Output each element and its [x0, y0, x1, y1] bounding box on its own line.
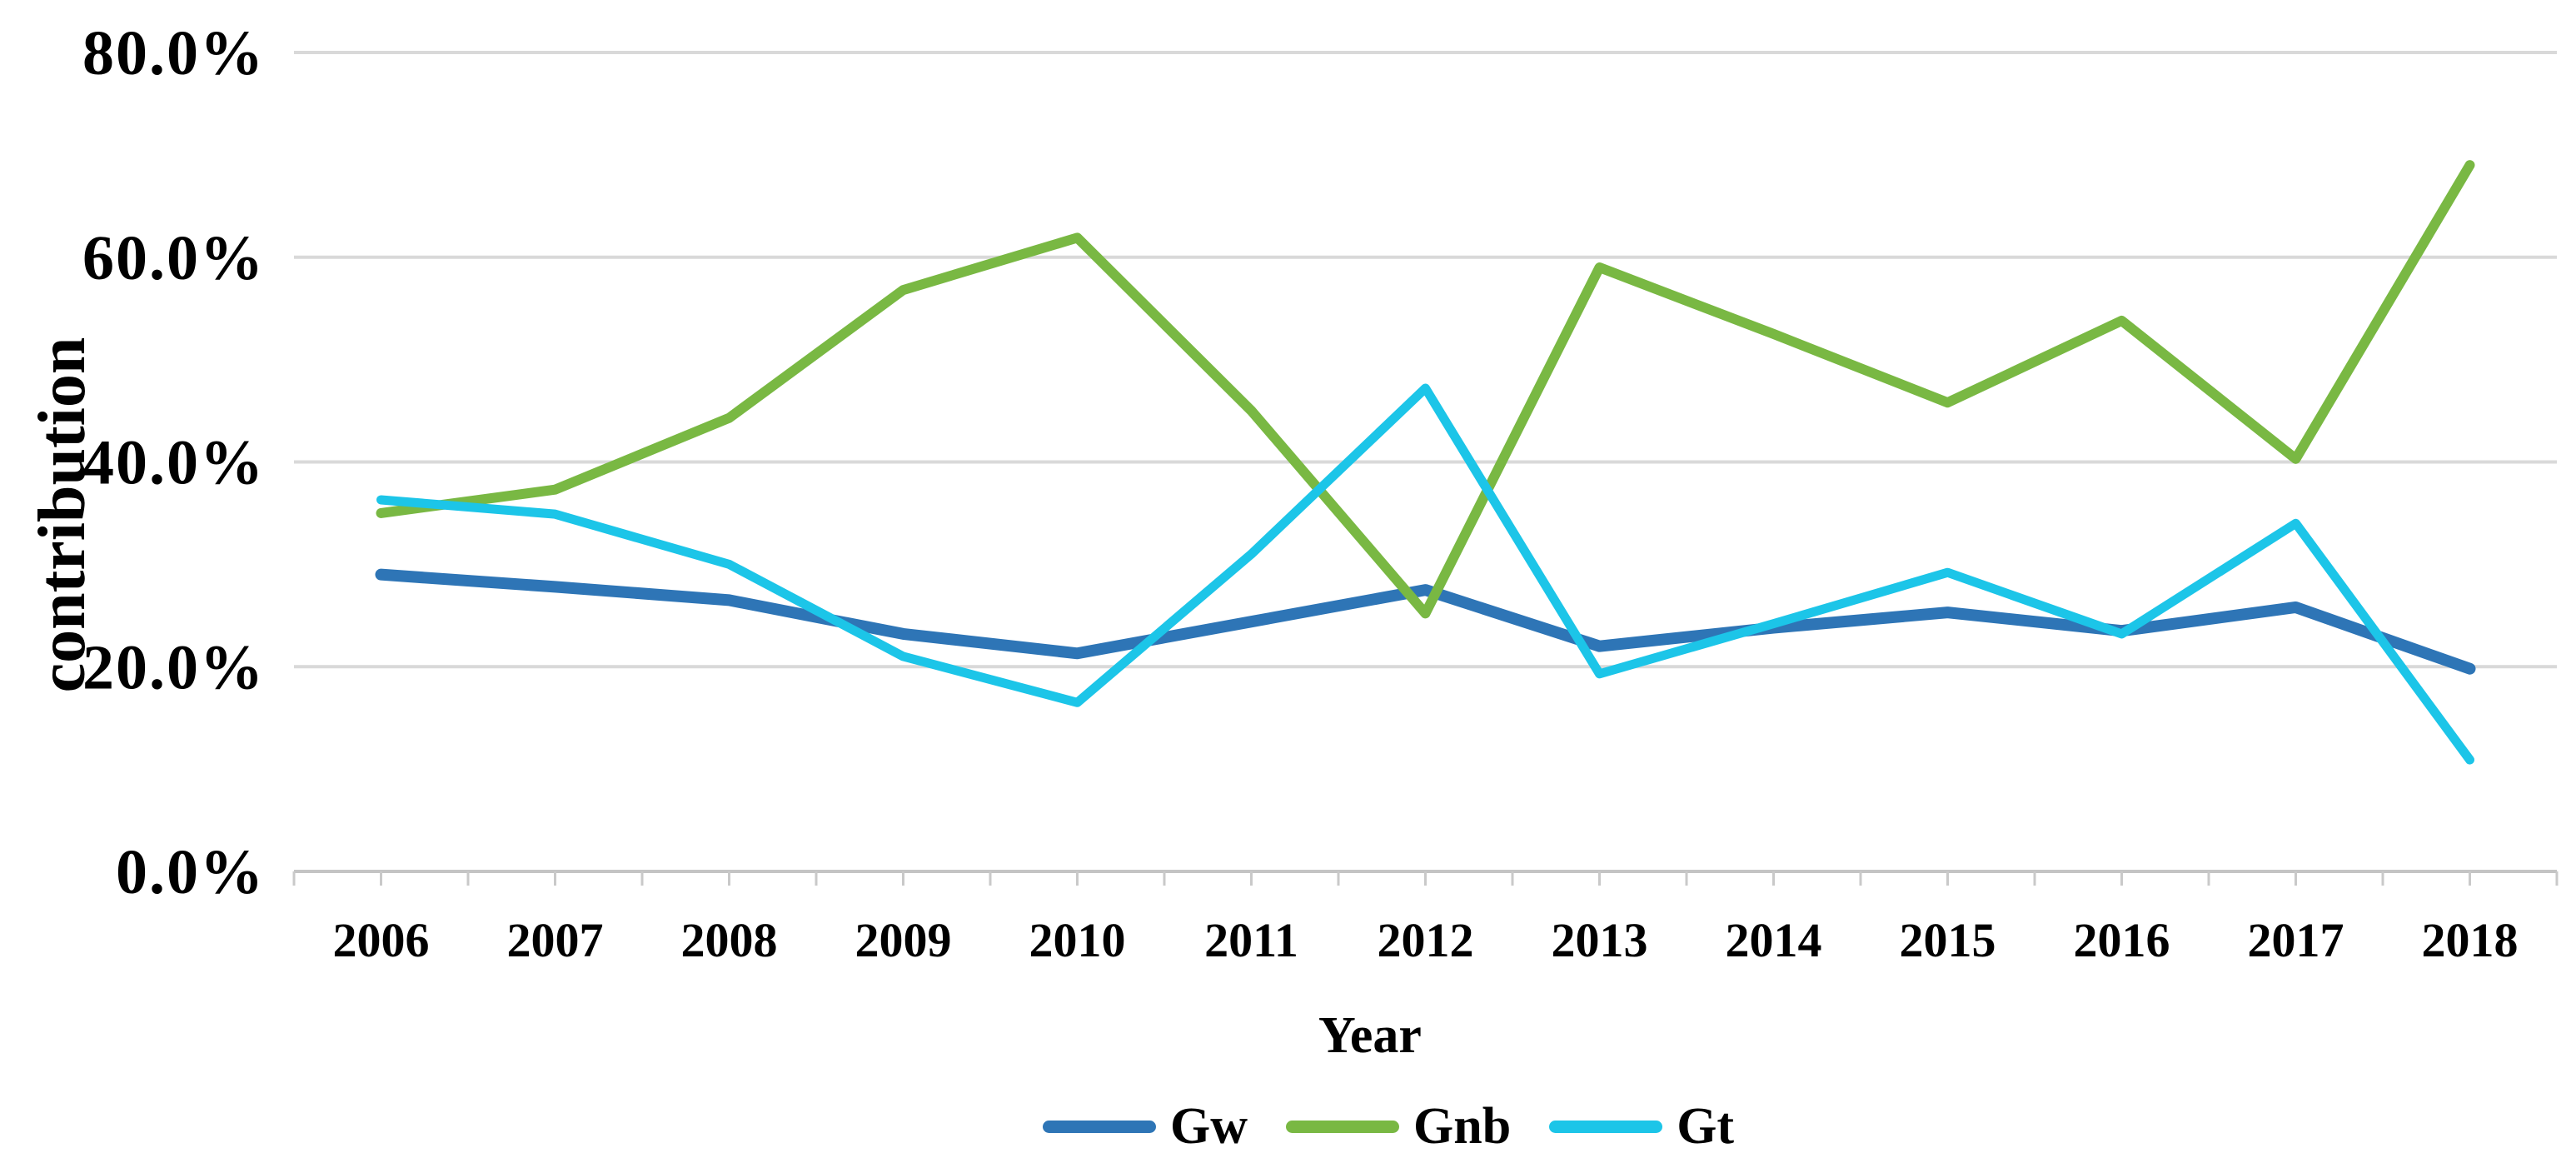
legend-label-gw: Gw — [1170, 1098, 1248, 1155]
series-line-Gnb — [376, 160, 2475, 619]
x-tick-label-2011: 2011 — [1204, 913, 1298, 967]
x-tick-label-2009: 2009 — [855, 913, 952, 967]
y-tick-label-60.0%: 60.0% — [82, 223, 265, 293]
y-tick-label-0.0%: 0.0% — [116, 837, 265, 907]
x-tick-label-2008: 2008 — [681, 913, 778, 967]
x-tick-label-2017: 2017 — [2248, 913, 2344, 967]
y-axis-title: contribution — [26, 337, 99, 693]
series-line-Gt — [376, 383, 2474, 765]
x-tick-label-2006: 2006 — [333, 913, 430, 967]
x-tick-label-2012: 2012 — [1378, 913, 1474, 967]
y-tick-label-40.0%: 40.0% — [82, 428, 265, 498]
x-tick-label-2018: 2018 — [2422, 913, 2519, 967]
legend-swatch-gnb — [1286, 1120, 1399, 1133]
series-line-Gw — [375, 568, 2476, 675]
legend-swatch-gw — [1043, 1120, 1156, 1133]
x-tick-label-2007: 2007 — [507, 913, 604, 967]
x-tick-label-2014: 2014 — [1726, 913, 1822, 967]
legend-item-gnb: Gnb — [1286, 1101, 1511, 1152]
legend: Gw Gnb Gt — [1043, 1093, 1734, 1160]
y-tick-label-80.0%: 80.0% — [82, 18, 265, 88]
x-tick-label-2010: 2010 — [1029, 913, 1126, 967]
legend-label-gnb: Gnb — [1413, 1098, 1512, 1155]
legend-item-gt: Gt — [1549, 1101, 1734, 1152]
legend-swatch-gt — [1549, 1120, 1663, 1133]
x-tick-label-2013: 2013 — [1552, 913, 1648, 967]
x-tick-label-2016: 2016 — [2074, 913, 2170, 967]
y-tick-label-20.0%: 20.0% — [82, 632, 265, 702]
legend-label-gt: Gt — [1677, 1098, 1735, 1155]
x-axis-title: Year — [1318, 1007, 1422, 1064]
legend-item-gw: Gw — [1043, 1101, 1248, 1152]
x-tick-label-2015: 2015 — [1900, 913, 1996, 967]
